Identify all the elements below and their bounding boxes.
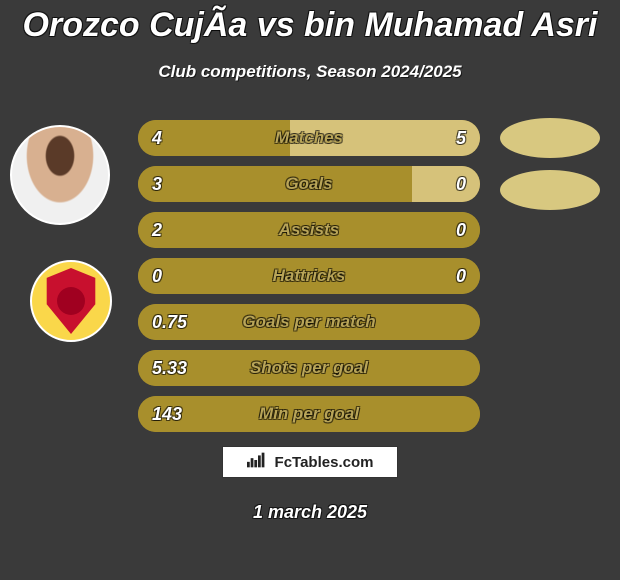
stat-label: Matches [138, 120, 480, 156]
page-subtitle: Club competitions, Season 2024/2025 [0, 62, 620, 82]
stat-row: 20Assists [138, 212, 480, 248]
stat-label: Assists [138, 212, 480, 248]
stat-row: 30Goals [138, 166, 480, 202]
stat-row: 0.75Goals per match [138, 304, 480, 340]
player-left-avatar [10, 125, 110, 225]
stat-row: 00Hattricks [138, 258, 480, 294]
stat-label: Shots per goal [138, 350, 480, 386]
source-logo-text: FcTables.com [275, 454, 374, 471]
barchart-icon [247, 452, 275, 472]
stats-rows: 45Matches 30Goals 20Assists 00Hattricks 0.75… [138, 120, 480, 442]
infographic-date: 1 march 2025 [0, 502, 620, 523]
stat-label: Goals [138, 166, 480, 202]
crest-emblem-icon [57, 287, 85, 315]
stat-row: 5.33Shots per goal [138, 350, 480, 386]
comparison-infographic: Orozco CujÃ­a vs bin Muhamad Asri Club c… [0, 0, 620, 580]
stat-label: Goals per match [138, 304, 480, 340]
page-title: Orozco CujÃ­a vs bin Muhamad Asri [0, 6, 620, 45]
player-right-club-placeholder [500, 170, 600, 210]
stat-row: 45Matches [138, 120, 480, 156]
stat-label: Hattricks [138, 258, 480, 294]
stat-row: 143Min per goal [138, 396, 480, 432]
source-logo: FcTables.com [222, 446, 398, 478]
crest-shield-icon [44, 268, 98, 334]
stat-label: Min per goal [138, 396, 480, 432]
player-left-club-crest [30, 260, 112, 342]
player-right-avatar-placeholder [500, 118, 600, 158]
